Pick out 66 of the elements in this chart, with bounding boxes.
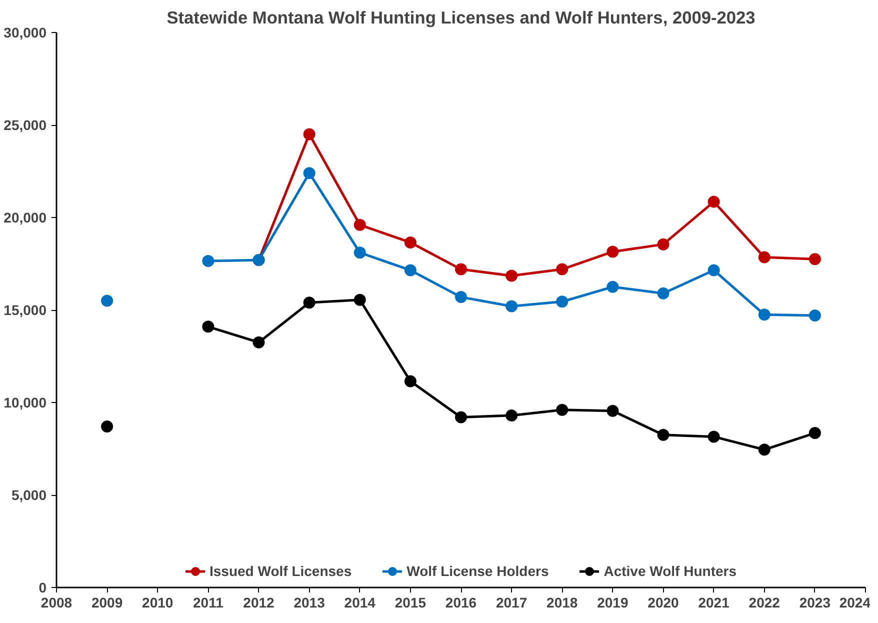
x-tick-label: 2008: [40, 594, 72, 610]
x-tick-label: 2014: [344, 594, 376, 610]
point: [506, 300, 518, 312]
x-tick-label: 2012: [243, 594, 275, 610]
y-tick-label: 25,000: [4, 117, 47, 133]
point: [303, 128, 316, 140]
legend-label: Wolf License Holders: [406, 563, 549, 579]
x-tick-label: 2016: [445, 594, 477, 610]
point: [657, 428, 670, 441]
point: [404, 236, 416, 248]
point: [404, 375, 416, 388]
point: [606, 404, 619, 417]
point: [758, 444, 770, 456]
x-tick-label: 2010: [142, 594, 174, 610]
point: [354, 218, 366, 231]
point: [758, 308, 770, 321]
y-tick-label: 5,000: [11, 487, 47, 503]
y-tick-label: 20,000: [4, 210, 47, 226]
point: [808, 310, 821, 322]
point: [202, 320, 214, 333]
y-tick-label: 0: [38, 580, 47, 596]
point: [808, 427, 821, 440]
point: [506, 409, 518, 422]
x-tick-label: 2017: [496, 594, 528, 610]
x-tick-label: 2009: [91, 594, 123, 610]
x-tick-label: 2021: [698, 594, 730, 610]
point: [708, 196, 720, 208]
legend-label: Active Wolf Hunters: [604, 563, 736, 579]
x-tick-label: 2011: [193, 594, 224, 610]
point: [708, 264, 720, 276]
point: [657, 287, 670, 300]
y-tick-label: 30,000: [4, 24, 47, 40]
point: [252, 336, 265, 348]
legend-label: Issued Wolf Licenses: [210, 563, 352, 579]
point: [606, 280, 619, 293]
point: [556, 404, 568, 416]
point: [758, 251, 770, 264]
point: [606, 246, 619, 258]
point: [101, 420, 114, 433]
y-tick-label: 15,000: [4, 302, 47, 318]
point: [556, 296, 568, 308]
point: [303, 167, 316, 180]
point: [303, 296, 316, 309]
point: [455, 291, 467, 304]
point: [506, 270, 518, 282]
x-tick-label: 2022: [748, 594, 780, 610]
point: [354, 294, 366, 306]
x-tick-label: 2013: [294, 594, 326, 610]
x-tick-label: 2015: [394, 594, 426, 610]
x-tick-label: 2024: [839, 594, 871, 610]
point: [708, 430, 720, 443]
x-tick-label: 2023: [799, 594, 831, 610]
point: [657, 238, 670, 250]
y-tick-label: 10,000: [4, 394, 47, 410]
x-tick-label: 2019: [597, 594, 628, 610]
point: [455, 263, 467, 276]
point: [101, 294, 114, 307]
chart-title: Statewide Montana Wolf Hunting Licenses and Wolf Hunters, 2009-2023: [166, 8, 756, 28]
x-tick-label: 2018: [546, 594, 578, 610]
point: [202, 254, 214, 267]
point: [404, 264, 416, 276]
point: [556, 263, 568, 276]
point: [354, 246, 366, 259]
point: [455, 411, 467, 424]
point: [808, 253, 821, 266]
x-tick-label: 2020: [648, 594, 680, 610]
